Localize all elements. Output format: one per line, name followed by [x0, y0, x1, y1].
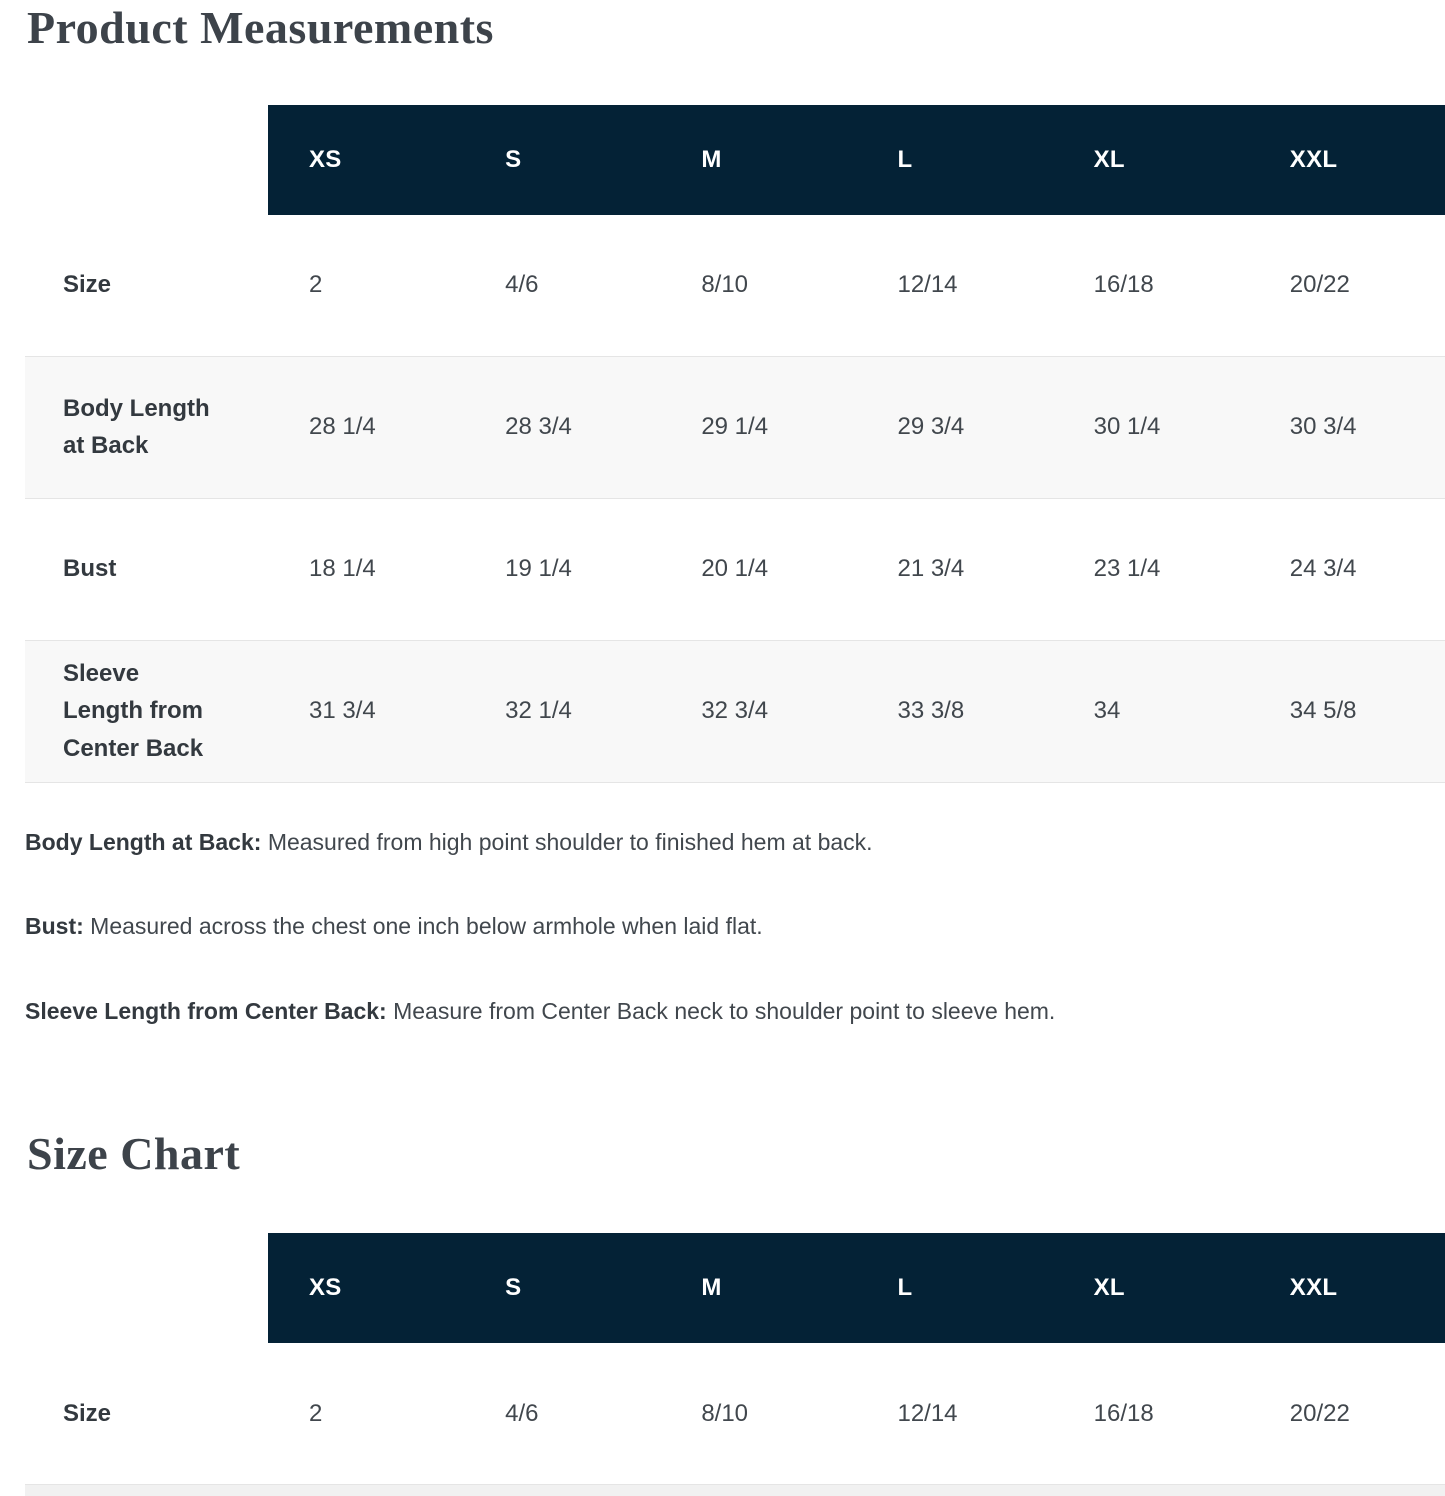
- product-measurements-table: XS S M L XL XXL Size 2 4/6 8/10 12/14 16/18 20/22 Bod…: [25, 104, 1445, 783]
- size-column-header: L: [856, 1233, 1053, 1344]
- measurement-row: Sleeve Length from Center Back 31 3/4 32 1…: [25, 640, 1445, 783]
- size-column-header: M: [660, 104, 857, 215]
- definition-sleeve-length: Sleeve Length from Center Back: Measure …: [25, 997, 1445, 1026]
- size-column-header: L: [856, 104, 1053, 215]
- size-column-header: XL: [1052, 1233, 1249, 1344]
- measurement-value: 18 1/4: [309, 555, 376, 583]
- size-column-header: S: [464, 1233, 661, 1344]
- size-column-header: S: [464, 104, 661, 215]
- size-chart-section: Size Chart XS S M L XL XXL Size 2 4/6 8/10 12/14 16…: [0, 1128, 1445, 1496]
- measurement-row: Bust 18 1/4 19 1/4 20 1/4 21 3/4 23 1/4 24 3/4: [25, 498, 1445, 641]
- size-column-header: XXL: [1248, 1233, 1445, 1344]
- definition-description: Measure from Center Back neck to shoulde…: [393, 998, 1056, 1025]
- measurement-value: 16/18: [1093, 271, 1154, 299]
- measurement-value: 20/22: [1289, 1399, 1350, 1427]
- measurement-value: 2: [309, 1399, 323, 1427]
- measurement-value: 12/14: [897, 1399, 958, 1427]
- measurement-row: Size 2 4/6 8/10 12/14 16/18 20/22: [25, 1343, 1445, 1485]
- product-measurements-section: Product Measurements XS S M L XL XXL Size 2 4/6 8…: [25, 2, 1445, 1026]
- measurement-row: Size 2 4/6 8/10 12/14 16/18 20/22: [25, 215, 1445, 357]
- measurement-value: 21 3/4: [897, 555, 965, 583]
- size-column-header: XL: [1052, 104, 1249, 215]
- product-measurements-table-wrap: XS S M L XL XXL Size 2 4/6 8/10 12/14 16/18 20/22 Bod…: [25, 104, 1445, 783]
- size-header-row: XS S M L XL XXL: [25, 104, 1445, 215]
- definition-description: Measured across the chest one inch below…: [90, 913, 763, 940]
- size-chart-title: Size Chart: [27, 1127, 241, 1179]
- measurement-value: 33 3/8: [897, 697, 965, 725]
- size-header-row: XS S M L XL XXL: [25, 1233, 1445, 1344]
- measurement-value: 20/22: [1289, 271, 1350, 299]
- measurement-value: 12/14: [897, 271, 958, 299]
- size-column-header: XS: [268, 1233, 465, 1344]
- definition-term: Sleeve Length from Center Back:: [25, 998, 387, 1025]
- measurement-value: 2: [309, 271, 323, 299]
- row-label: Size: [63, 1400, 112, 1428]
- measurement-value: 30 3/4: [1289, 413, 1357, 441]
- size-chart-table-wrap: XS S M L XL XXL Size 2 4/6 8/10 12/14 16/18 20/22: [25, 1233, 1445, 1485]
- size-column-header: XS: [268, 104, 465, 215]
- product-measurements-title: Product Measurements: [27, 2, 494, 53]
- measurement-definitions: Body Length at Back: Measured from high …: [25, 828, 1445, 1026]
- size-column-header: XXL: [1248, 104, 1445, 215]
- measurement-value: 28 1/4: [309, 413, 376, 441]
- measurement-value: 32 1/4: [505, 697, 572, 725]
- size-column-header: M: [660, 1233, 857, 1344]
- definition-description: Measured from high point shoulder to fin…: [267, 828, 873, 855]
- measurement-value: 29 3/4: [897, 413, 965, 441]
- header-corner-cell: [25, 104, 268, 215]
- row-label: Size: [63, 271, 112, 299]
- measurement-value: 19 1/4: [505, 555, 572, 583]
- measurement-value: 29 1/4: [701, 413, 769, 441]
- measurement-value: 24 3/4: [1289, 555, 1357, 583]
- header-corner-cell: [25, 1233, 268, 1344]
- measurement-value: 20 1/4: [701, 555, 769, 583]
- row-label: Body Length at Back: [63, 394, 210, 460]
- measurement-value: 34 5/8: [1289, 697, 1357, 725]
- size-guide-page: Product Measurements XS S M L XL XXL Size 2 4/6 8…: [25, 2, 1445, 1496]
- measurement-value: 4/6: [505, 271, 539, 299]
- size-chart-partial-row: [25, 1485, 1445, 1496]
- measurement-value: 8/10: [701, 271, 749, 299]
- row-label: Bust: [63, 555, 117, 583]
- measurement-row: Body Length at Back 28 1/4 28 3/4 29 1/4 29 …: [25, 356, 1445, 499]
- measurement-value: 8/10: [701, 1399, 749, 1427]
- definition-bust: Bust: Measured across the chest one inch…: [25, 912, 1445, 941]
- measurement-value: 4/6: [505, 1399, 539, 1427]
- measurement-value: 30 1/4: [1093, 413, 1161, 441]
- measurement-value: 32 3/4: [701, 697, 769, 725]
- measurement-value: 34: [1093, 697, 1121, 725]
- definition-term: Body Length at Back:: [25, 828, 262, 855]
- measurement-value: 23 1/4: [1093, 555, 1161, 583]
- size-chart-table: XS S M L XL XXL Size 2 4/6 8/10 12/14 16/18 20/22: [25, 1233, 1445, 1485]
- measurement-value: 31 3/4: [309, 697, 376, 725]
- measurement-value: 16/18: [1093, 1399, 1154, 1427]
- measurement-value: 28 3/4: [505, 413, 572, 441]
- definition-body-length: Body Length at Back: Measured from high …: [25, 828, 1445, 857]
- row-label: Sleeve Length from Center Back: [63, 660, 204, 762]
- definition-term: Bust:: [25, 913, 84, 940]
